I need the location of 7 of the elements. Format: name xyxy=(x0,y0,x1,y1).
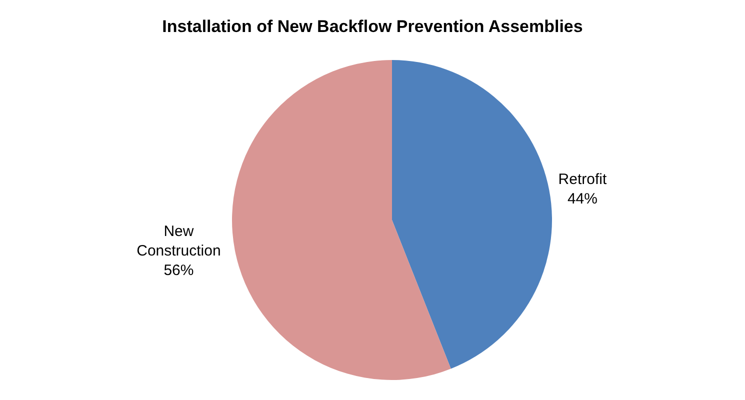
data-label: 56% xyxy=(164,262,194,279)
chart-title: Installation of New Backflow Prevention Assemblies xyxy=(162,16,583,36)
data-label: 44% xyxy=(567,190,598,208)
pie-slice xyxy=(392,60,552,369)
pie-slice xyxy=(232,60,451,380)
slice-label: New Construction xyxy=(136,222,221,260)
slice-label: Retrofit xyxy=(558,171,608,188)
